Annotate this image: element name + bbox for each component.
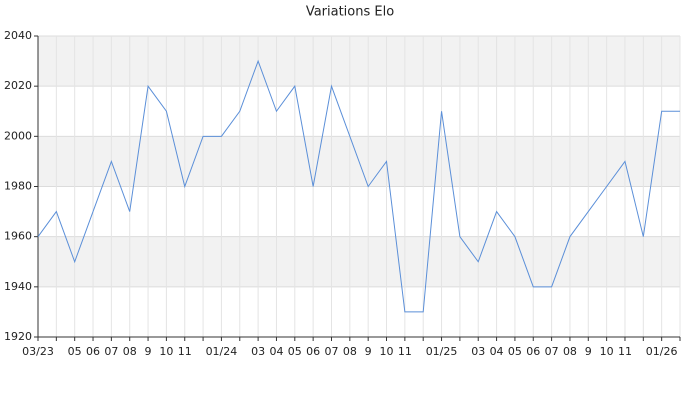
data-line — [37, 59, 680, 313]
x-tick-label: 9 — [585, 345, 592, 358]
x-tick-label: 01/26 — [646, 345, 678, 358]
x-tick-label: 06 — [306, 345, 320, 358]
x-tick-label: 05 — [288, 345, 302, 358]
x-tick-label: 04 — [269, 345, 283, 358]
y-tick-label: 1940 — [4, 280, 32, 293]
x-tick-label: 01/24 — [206, 345, 238, 358]
x-tick-label: 08 — [343, 345, 357, 358]
x-tick-label: 03 — [251, 345, 265, 358]
x-tick-label: 07 — [545, 345, 559, 358]
x-tick-label: 06 — [86, 345, 100, 358]
x-tick-label: 10 — [600, 345, 614, 358]
x-tick-label: 04 — [490, 345, 504, 358]
x-tick-label: 03/23 — [22, 345, 54, 358]
x-tick-label: 08 — [563, 345, 577, 358]
x-tick-label: 05 — [508, 345, 522, 358]
x-tick-label: 01/25 — [426, 345, 458, 358]
x-tick-label: 11 — [618, 345, 632, 358]
y-tick-label: 2020 — [4, 79, 32, 92]
x-tick-label: 11 — [178, 345, 192, 358]
y-tick-label: 2040 — [4, 29, 32, 42]
x-tick-label: 05 — [68, 345, 82, 358]
chart-title: Variations Elo — [306, 5, 394, 20]
x-tick-label: 10 — [380, 345, 394, 358]
x-tick-label: 9 — [365, 345, 372, 358]
grid-band — [38, 236, 680, 287]
grid-band — [38, 36, 680, 87]
y-tick-label: 1960 — [4, 230, 32, 243]
x-tick-label: 08 — [123, 345, 137, 358]
x-tick-label: 03 — [471, 345, 485, 358]
x-tick-label: 07 — [324, 345, 338, 358]
x-tick-label: 9 — [145, 345, 152, 358]
x-tick-label: 11 — [398, 345, 412, 358]
x-tick-label: 10 — [159, 345, 173, 358]
y-tick-label: 1980 — [4, 180, 32, 193]
y-tick-label: 1920 — [4, 330, 32, 343]
y-tick-label: 2000 — [4, 129, 32, 142]
x-tick-label: 07 — [104, 345, 118, 358]
x-tick-label: 06 — [526, 345, 540, 358]
